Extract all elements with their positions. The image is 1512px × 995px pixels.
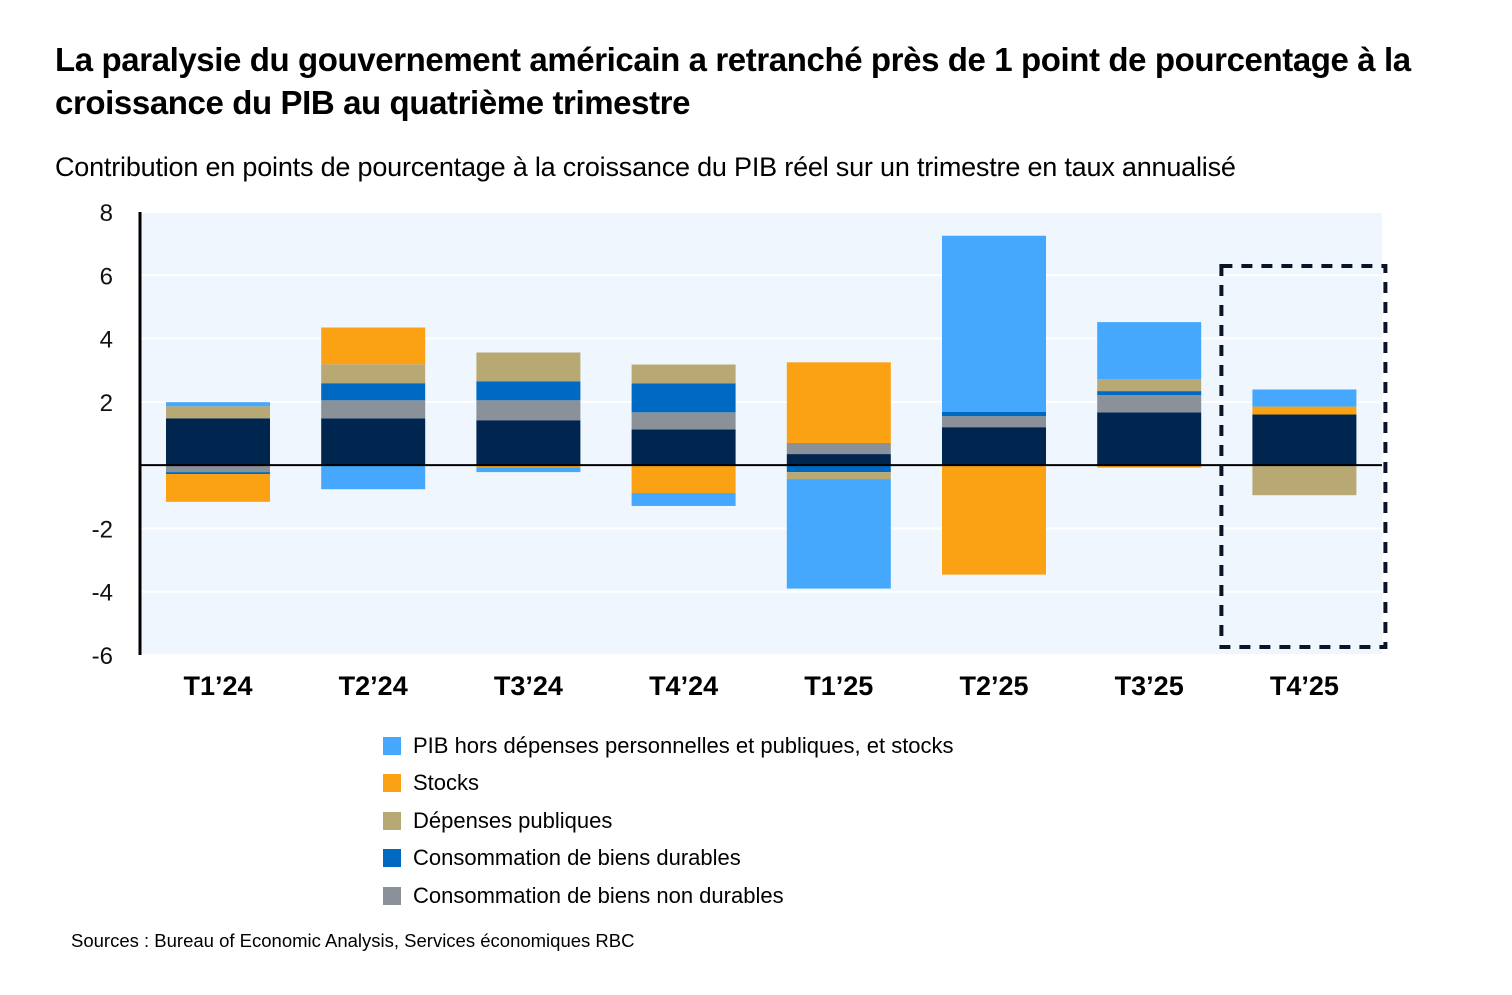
chart-subtitle: Contribution en points de pourcentage à …	[55, 152, 1236, 182]
bar-segment	[166, 474, 270, 502]
bar-segment	[1097, 412, 1202, 466]
x-tick-label: T4’25	[1270, 671, 1339, 701]
bar-segment	[476, 352, 581, 382]
bar-segment	[786, 465, 891, 473]
legend-swatch	[383, 811, 401, 830]
bar-segment	[321, 364, 426, 384]
legend-item: Dépenses publiques	[383, 802, 954, 840]
bar-segment	[1252, 465, 1357, 496]
bar-segment	[1252, 414, 1357, 466]
y-tick-label: 2	[100, 390, 113, 417]
bar-segment	[942, 235, 1046, 412]
bar-segment	[631, 429, 736, 466]
bar-segment	[1097, 465, 1202, 468]
x-tick-label: T1’24	[183, 671, 252, 701]
legend-label: Consommation de biens durables	[413, 845, 741, 871]
legend-label: Consommation de biens non durables	[413, 882, 784, 908]
bar-segment	[166, 465, 270, 473]
y-tick-label: -4	[92, 580, 113, 607]
bar-segment	[1252, 389, 1357, 407]
x-tick-label: T1’25	[804, 671, 873, 701]
bar-segment	[166, 472, 270, 475]
source-note: Sources : Bureau of Economic Analysis, S…	[71, 930, 635, 951]
y-tick-label: -2	[92, 516, 113, 543]
y-tick-label: 6	[100, 263, 113, 290]
bar-segment	[942, 416, 1046, 428]
legend-swatch	[383, 886, 401, 905]
bar-segment	[166, 402, 270, 407]
bar-segment	[321, 465, 426, 490]
bar-segment	[1097, 379, 1202, 392]
bar-segment	[631, 364, 736, 384]
bar-segment	[476, 467, 581, 473]
bar-segment	[321, 383, 426, 401]
bar-segment	[1097, 391, 1202, 396]
x-tick-label: T2’24	[339, 671, 408, 701]
legend-label: Stocks	[413, 770, 480, 796]
bar-segment	[942, 411, 1046, 417]
x-tick-label: T3’25	[1115, 671, 1184, 701]
bar-segment	[476, 400, 581, 421]
bar-segment	[631, 492, 736, 506]
legend-item: Consommation de biens durables	[383, 840, 954, 878]
bar-segment	[166, 418, 270, 466]
bar-segment	[786, 442, 891, 455]
bar-segment	[631, 383, 736, 413]
legend-label: PIB hors dépenses personnelles et publiq…	[413, 732, 954, 758]
y-tick-label: -6	[92, 643, 113, 670]
bar-segment	[1252, 406, 1357, 415]
bar-segment	[476, 420, 581, 466]
bar-segment	[321, 327, 426, 365]
y-tick-label: 4	[100, 327, 113, 354]
y-tick-label: 8	[100, 200, 113, 227]
legend-swatch	[383, 849, 401, 868]
legend-label: Dépenses publiques	[413, 807, 613, 833]
x-tick-label: T4’24	[649, 671, 718, 701]
x-tick-label: T3’24	[494, 671, 563, 701]
legend-item: Consommation de biens non durables	[383, 877, 954, 915]
bar-segment	[321, 418, 426, 466]
legend: PIB hors dépenses personnelles et publiq…	[383, 727, 954, 915]
bar-segment	[786, 454, 891, 466]
highlight-box	[1219, 264, 1388, 649]
bar-segment	[786, 479, 891, 589]
legend-swatch	[383, 774, 401, 793]
bar-segment	[942, 465, 1046, 575]
legend-item: Stocks	[383, 765, 954, 803]
chart-title: La paralysie du gouvernement américain a…	[55, 41, 1411, 121]
bar-segment	[476, 381, 581, 401]
bar-segment	[166, 406, 270, 419]
bar-segment	[942, 427, 1046, 466]
bar-segment	[476, 465, 581, 468]
bar-segment	[631, 465, 736, 493]
stacked-bar-chart: 8 6 4 2 -2 -4 -6 T1’24 T2’24 T3’24 T4’24 T1’25 T2’25…	[92, 200, 1388, 701]
bar-segment	[631, 412, 736, 430]
bar-segment	[786, 362, 891, 443]
x-tick-label: T2’25	[959, 671, 1028, 701]
legend-swatch	[383, 736, 401, 755]
bar-segment	[786, 472, 891, 480]
bar-segment	[1097, 322, 1202, 380]
bar-segment	[1097, 395, 1202, 413]
legend-item: PIB hors dépenses personnelles et publiq…	[383, 727, 954, 765]
bar-segment	[321, 400, 426, 419]
